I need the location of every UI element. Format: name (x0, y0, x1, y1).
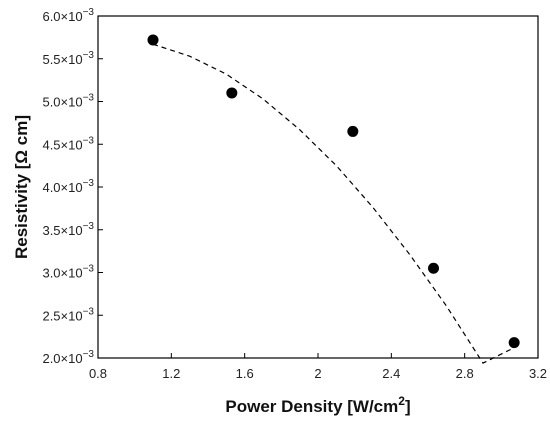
x-tick-label: 1.2 (162, 366, 180, 381)
y-axis-label: Resistivity [Ω cm] (12, 115, 31, 259)
data-point (508, 337, 520, 349)
y-tick-label: 5.5×10−3 (42, 50, 94, 67)
fit-curve (152, 43, 515, 364)
x-axis-label: Power Density [W/cm2] (225, 394, 410, 416)
x-tick-label: 2 (314, 366, 321, 381)
data-point (347, 125, 359, 137)
plot-frame (97, 15, 539, 359)
x-tick-label: 2.4 (382, 366, 400, 381)
y-tick-label: 5.0×10−3 (42, 93, 94, 110)
x-tick-label: 1.6 (236, 366, 254, 381)
y-tick-label: 6.0×10−3 (42, 7, 94, 24)
data-points (147, 34, 520, 349)
y-tick-label: 4.5×10−3 (42, 135, 94, 152)
x-axis-ticks: 0.8 1.2 1.6 2 2.4 2.8 3.2 (89, 353, 547, 381)
y-tick-label: 2.5×10−3 (42, 306, 94, 323)
y-tick-label: 3.0×10−3 (42, 264, 94, 281)
x-tick-label: 0.8 (89, 366, 107, 381)
x-axis-label-end: ] (405, 397, 411, 416)
x-tick-label: 3.2 (529, 366, 547, 381)
y-tick-label: 3.5×10−3 (42, 221, 94, 238)
y-tick-label: 4.0×10−3 (42, 178, 94, 195)
x-tick-label: 2.8 (456, 366, 474, 381)
x-axis-label-main: Power Density [W/cm (225, 397, 398, 416)
y-tick-label: 2.0×10−3 (42, 349, 94, 366)
x-axis-label-sup: 2 (398, 394, 405, 408)
data-point (428, 262, 439, 274)
data-point (147, 34, 159, 46)
data-point (226, 87, 238, 99)
y-axis-ticks: 2.0×10−3 2.5×10−3 3.0×10−3 3.5×10−3 4.0×10−3… (42, 7, 103, 366)
